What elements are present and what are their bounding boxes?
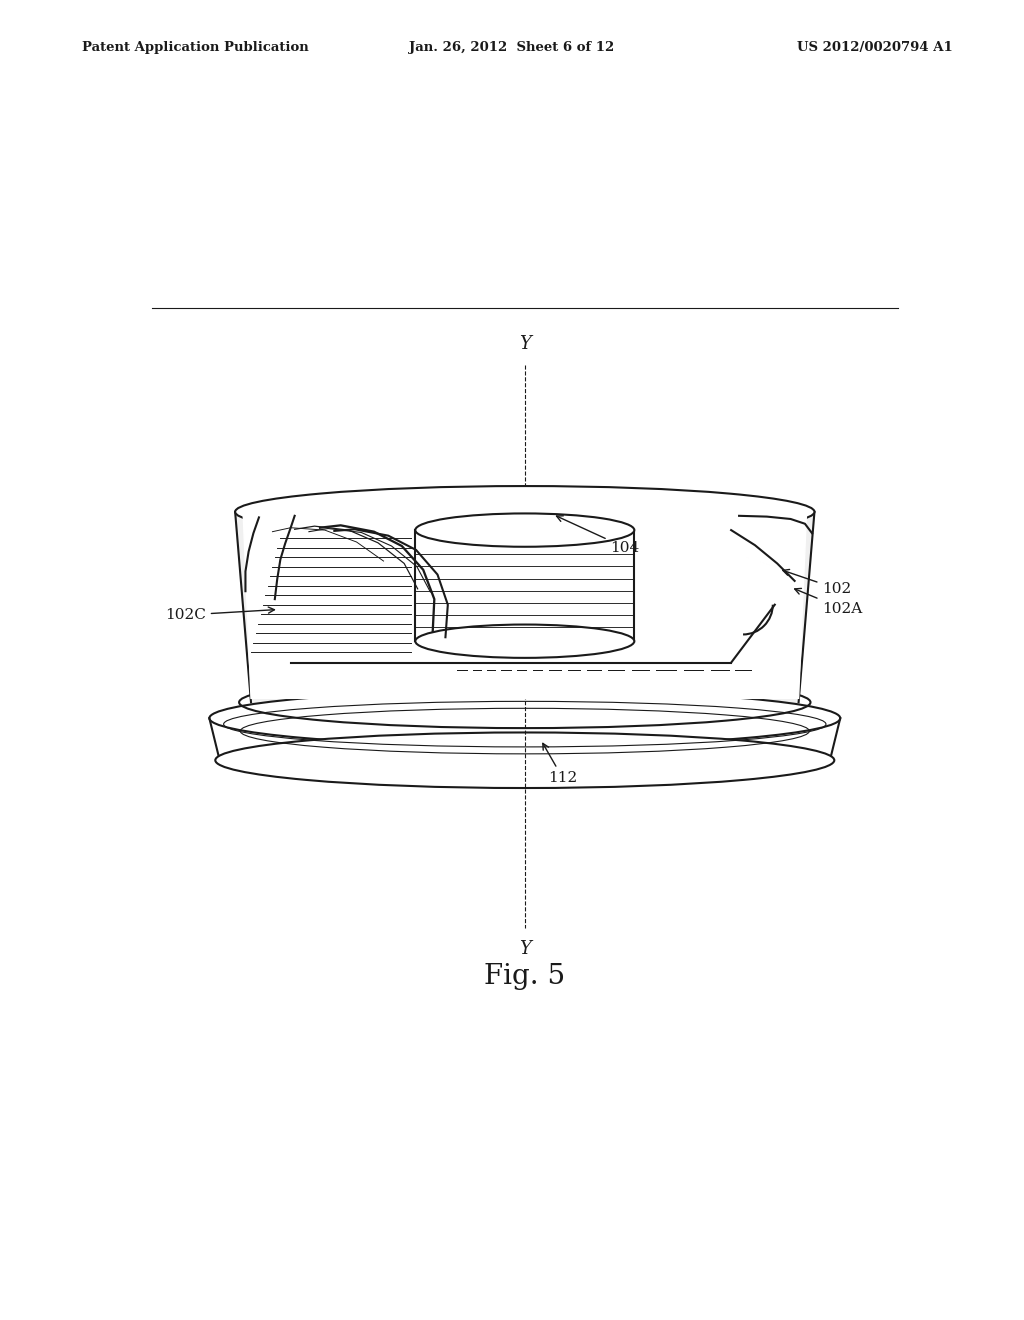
Ellipse shape (209, 690, 841, 746)
Ellipse shape (416, 513, 634, 546)
Ellipse shape (244, 492, 806, 531)
Text: US 2012/0020794 A1: US 2012/0020794 A1 (797, 41, 952, 54)
Text: 102A: 102A (795, 589, 862, 615)
Text: 102: 102 (783, 569, 852, 595)
Polygon shape (243, 512, 807, 698)
Ellipse shape (416, 624, 634, 657)
Ellipse shape (215, 733, 835, 788)
Text: 102C: 102C (165, 607, 274, 622)
Text: Fig. 5: Fig. 5 (484, 962, 565, 990)
Polygon shape (236, 512, 814, 702)
Text: Y: Y (519, 940, 530, 958)
Ellipse shape (236, 486, 814, 537)
Text: 104: 104 (556, 516, 640, 554)
Text: Jan. 26, 2012  Sheet 6 of 12: Jan. 26, 2012 Sheet 6 of 12 (410, 41, 614, 54)
Text: Patent Application Publication: Patent Application Publication (82, 41, 308, 54)
Text: 112: 112 (543, 743, 578, 785)
Text: Y: Y (519, 335, 530, 354)
